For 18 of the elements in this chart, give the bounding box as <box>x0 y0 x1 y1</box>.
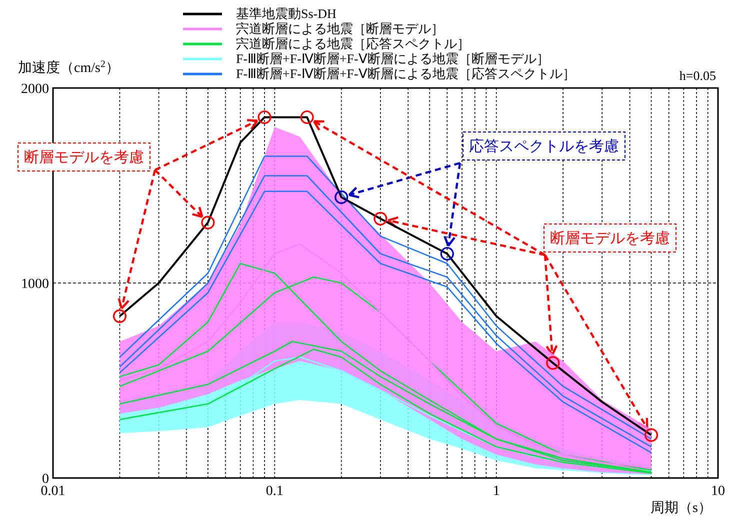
x-axis-title: 周期（s） <box>650 500 712 516</box>
legend-label: 基準地震動Ss-DH <box>236 6 336 21</box>
annotation: 断層モデルを考慮 <box>24 148 144 166</box>
y-tick-label: 1000 <box>21 277 49 292</box>
text: h=0.05 <box>679 68 716 83</box>
x-tick-label: 10 <box>711 484 725 499</box>
annotation: 応答スペクトルを考慮 <box>469 137 619 155</box>
y-tick-label: 2000 <box>21 82 49 97</box>
x-tick-label: 0.1 <box>266 484 284 499</box>
legend-label: F-Ⅲ断層+F-Ⅳ断層+F-Ⅴ断層による地震［応答スペクトル］ <box>236 66 576 81</box>
y-axis-title: 加速度（cm/s$^{2}$） <box>18 58 120 76</box>
legend-label: F-Ⅲ断層+F-Ⅳ断層+F-Ⅴ断層による地震［断層モデル］ <box>236 51 550 66</box>
legend-label: 宍道断層による地震［断層モデル］ <box>236 21 444 36</box>
x-tick-label: 0.01 <box>40 484 66 499</box>
x-tick-label: 1 <box>492 484 500 499</box>
annotation: 断層モデルを考慮 <box>550 229 670 247</box>
legend-label: 宍道断層による地震［応答スペクトル］ <box>236 36 470 51</box>
y-tick-label: 0 <box>42 472 49 487</box>
